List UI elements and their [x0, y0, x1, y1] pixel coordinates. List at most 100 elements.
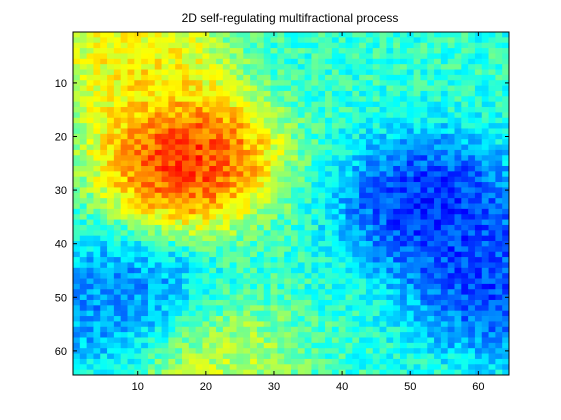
heatmap-cell: [134, 252, 141, 258]
heatmap-cell: [380, 257, 387, 263]
heatmap-cell: [80, 187, 87, 193]
heatmap-cell: [237, 220, 244, 226]
heatmap-cell: [141, 337, 148, 343]
heatmap-cell: [434, 64, 441, 70]
heatmap-cell: [271, 96, 278, 102]
heatmap-cell: [223, 155, 230, 161]
heatmap-cell: [352, 273, 359, 279]
heatmap-cell: [482, 364, 489, 370]
heatmap-cell: [257, 204, 264, 210]
heatmap-cell: [339, 161, 346, 167]
heatmap-cell: [427, 305, 434, 311]
heatmap-cell: [168, 86, 175, 92]
heatmap-cell: [359, 166, 366, 172]
heatmap-cell: [271, 359, 278, 365]
heatmap-cell: [407, 300, 414, 306]
heatmap-cell: [134, 187, 141, 193]
heatmap-cell: [332, 268, 339, 274]
heatmap-cell: [318, 107, 325, 113]
heatmap-cell: [305, 182, 312, 188]
heatmap-cell: [373, 252, 380, 258]
heatmap-cell: [114, 123, 121, 129]
heatmap-cell: [455, 134, 462, 140]
heatmap-cell: [80, 182, 87, 188]
heatmap-cell: [386, 225, 393, 231]
heatmap-cell: [482, 86, 489, 92]
heatmap-cell: [380, 225, 387, 231]
heatmap-cell: [366, 236, 373, 242]
heatmap-cell: [107, 279, 114, 285]
heatmap-cell: [87, 187, 94, 193]
heatmap-cell: [80, 64, 87, 70]
x-tick-label: 60: [472, 381, 484, 393]
heatmap-cell: [107, 193, 114, 199]
heatmap-cell: [407, 37, 414, 43]
heatmap-cell: [359, 273, 366, 279]
heatmap-cell: [250, 70, 257, 76]
heatmap-cell: [284, 96, 291, 102]
heatmap-cell: [502, 59, 509, 65]
heatmap-cell: [250, 284, 257, 290]
heatmap-cell: [468, 118, 475, 124]
heatmap-cell: [80, 295, 87, 301]
heatmap-cell: [325, 80, 332, 86]
heatmap-cell: [250, 32, 257, 38]
heatmap-cell: [482, 37, 489, 43]
heatmap-cell: [373, 64, 380, 70]
heatmap-cell: [87, 268, 94, 274]
heatmap-cell: [298, 198, 305, 204]
heatmap-cell: [80, 107, 87, 113]
heatmap-cell: [359, 359, 366, 365]
heatmap-cell: [223, 230, 230, 236]
heatmap-cell: [407, 91, 414, 97]
heatmap-cell: [489, 91, 496, 97]
heatmap-cell: [250, 107, 257, 113]
heatmap-cell: [189, 123, 196, 129]
heatmap-cell: [182, 145, 189, 151]
heatmap-cell: [325, 209, 332, 215]
heatmap-cell: [209, 359, 216, 365]
heatmap-cell: [141, 86, 148, 92]
heatmap-cell: [209, 112, 216, 118]
heatmap-cell: [257, 327, 264, 333]
heatmap-cell: [155, 32, 162, 38]
heatmap-cell: [277, 321, 284, 327]
heatmap-cell: [114, 236, 121, 242]
heatmap-cell: [475, 316, 482, 322]
heatmap-cell: [352, 37, 359, 43]
heatmap-cell: [339, 316, 346, 322]
heatmap-cell: [189, 64, 196, 70]
heatmap-cell: [202, 112, 209, 118]
heatmap-cell: [243, 187, 250, 193]
heatmap-cell: [427, 354, 434, 360]
heatmap-cell: [305, 48, 312, 54]
heatmap-cell: [359, 262, 366, 268]
heatmap-cell: [196, 289, 203, 295]
heatmap-cell: [107, 284, 114, 290]
heatmap-cell: [448, 268, 455, 274]
heatmap-cell: [332, 279, 339, 285]
heatmap-cell: [441, 171, 448, 177]
heatmap-cell: [352, 364, 359, 370]
heatmap-cell: [325, 305, 332, 311]
heatmap-cell: [80, 327, 87, 333]
heatmap-cell: [448, 48, 455, 54]
heatmap-cell: [121, 177, 128, 183]
heatmap-cell: [502, 118, 509, 124]
heatmap-cell: [243, 370, 250, 376]
heatmap-cell: [400, 209, 407, 215]
heatmap-cell: [73, 150, 80, 156]
heatmap-cell: [420, 70, 427, 76]
heatmap-cell: [455, 64, 462, 70]
heatmap-cell: [107, 209, 114, 215]
heatmap-cell: [455, 370, 462, 376]
heatmap-cell: [502, 230, 509, 236]
heatmap-cell: [332, 166, 339, 172]
heatmap-cell: [434, 37, 441, 43]
heatmap-cell: [93, 128, 100, 134]
heatmap-cell: [489, 43, 496, 49]
heatmap-cell: [448, 279, 455, 285]
heatmap-cell: [461, 123, 468, 129]
heatmap-cell: [87, 112, 94, 118]
heatmap-cell: [305, 139, 312, 145]
